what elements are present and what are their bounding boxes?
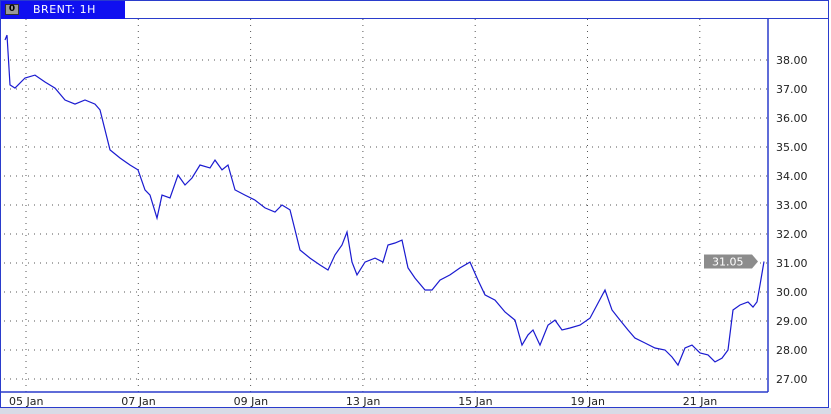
y-tick-label: 35.00 — [776, 141, 808, 154]
horizontal-scrollbar[interactable] — [0, 408, 831, 414]
y-tick-label: 38.00 — [776, 54, 808, 67]
y-tick-label: 34.00 — [776, 170, 808, 183]
price-line — [4, 34, 765, 367]
last-price-marker — [704, 254, 758, 269]
x-tick-label: 07 Jan — [121, 395, 155, 408]
y-tick-label: 28.00 — [776, 344, 808, 357]
y-tick-label: 32.00 — [776, 228, 808, 241]
x-tick-label: 21 Jan — [683, 395, 717, 408]
x-tick-label: 05 Jan — [9, 395, 43, 408]
x-tick-label: 09 Jan — [234, 395, 268, 408]
last-price-label: 31.05 — [712, 256, 744, 269]
y-tick-label: 27.00 — [776, 373, 808, 386]
y-tick-label: 31.00 — [776, 257, 808, 270]
divider — [125, 18, 829, 19]
y-tick-label: 37.00 — [776, 83, 808, 96]
window-menu-icon[interactable]: 0 — [5, 4, 19, 15]
chart-title: BRENT: 1H — [33, 3, 96, 16]
y-tick-label: 36.00 — [776, 112, 808, 125]
chart-title-tab[interactable]: 0 BRENT: 1H — [1, 1, 125, 19]
x-tick-label: 13 Jan — [346, 395, 380, 408]
y-tick-label: 30.00 — [776, 286, 808, 299]
x-tick-label: 19 Jan — [571, 395, 605, 408]
y-tick-label: 29.00 — [776, 315, 808, 328]
x-tick-label: 15 Jan — [458, 395, 492, 408]
y-tick-label: 33.00 — [776, 199, 808, 212]
